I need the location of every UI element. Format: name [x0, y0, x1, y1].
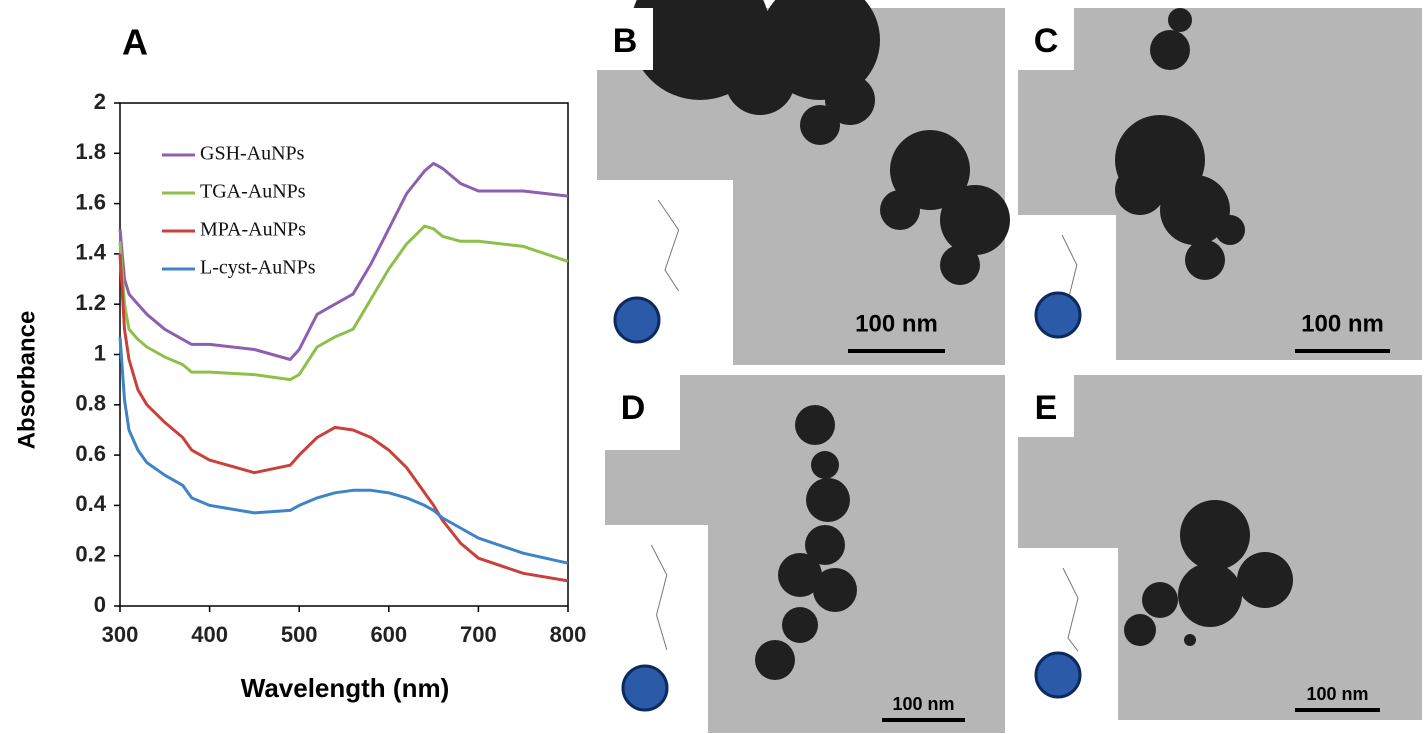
molecule-sketch — [657, 199, 680, 292]
nanoparticle — [782, 607, 818, 643]
plot-frame — [119, 102, 569, 607]
legend-label: MPA-AuNPs — [200, 219, 306, 241]
x-tick-label: 400 — [191, 622, 228, 647]
legend-label: GSH-AuNPs — [200, 143, 305, 165]
y-tick-label: 0.8 — [75, 391, 106, 416]
nanoparticle — [940, 185, 1010, 255]
y-tick-label: 1.2 — [75, 290, 106, 315]
nanoparticle — [725, 45, 795, 115]
nanoparticle — [1124, 614, 1156, 646]
panel-label: E — [1035, 389, 1058, 427]
nanoparticle — [811, 451, 839, 479]
nanoparticle — [795, 405, 835, 445]
nanoparticle — [1168, 8, 1192, 32]
nanoparticle — [1160, 175, 1230, 245]
nanoparticle — [755, 640, 795, 680]
nanoparticle — [1185, 240, 1225, 280]
nanoparticle — [813, 568, 857, 612]
molecule-sketch — [1062, 567, 1079, 652]
scale-bar — [882, 718, 965, 722]
panel-label: C — [1034, 22, 1059, 60]
nanoparticle — [825, 75, 875, 125]
legend-label: L-cyst-AuNPs — [200, 257, 316, 279]
nanoparticle-icon — [1034, 651, 1082, 699]
nanoparticle — [890, 130, 970, 210]
nanoparticle-icon — [613, 296, 661, 344]
y-tick-label: 2 — [94, 89, 106, 114]
series-line — [118, 161, 569, 361]
x-tick-label: 700 — [460, 622, 497, 647]
structure-inset — [597, 180, 733, 365]
series-line — [118, 224, 569, 382]
nanoparticle — [1184, 634, 1196, 646]
x-axis-title: Wavelength (nm) — [241, 673, 449, 703]
scale-bar-label: 100 nm — [892, 694, 954, 714]
series-line — [118, 336, 569, 565]
label-box — [1018, 375, 1074, 437]
molecule-sketch — [650, 544, 668, 650]
nanoparticle — [1178, 563, 1242, 627]
label-box — [597, 8, 653, 70]
series-line — [118, 253, 569, 583]
y-tick-label: 0.4 — [75, 491, 106, 516]
legend-label: TGA-AuNPs — [200, 181, 306, 203]
panel-label: B — [613, 22, 638, 60]
nanoparticle — [1180, 500, 1250, 570]
nanoparticle — [880, 190, 920, 230]
scale-bar-label: 100 nm — [855, 310, 938, 337]
x-tick-label: 600 — [370, 622, 407, 647]
y-axis-title: Absorbance — [13, 311, 40, 450]
y-tick-label: 1.4 — [75, 240, 106, 265]
label-box — [1018, 8, 1074, 70]
structure-inset — [1018, 215, 1116, 360]
y-tick-label: 1.6 — [75, 189, 106, 214]
scale-bar — [1295, 708, 1380, 712]
scale-bar-label: 100 nm — [1301, 310, 1384, 337]
y-tick-label: 0.6 — [75, 441, 106, 466]
nanoparticle — [805, 525, 845, 565]
y-tick-label: 1 — [94, 340, 106, 365]
y-tick-label: 1.8 — [75, 139, 106, 164]
scale-bar — [1295, 349, 1390, 353]
label-box — [605, 375, 680, 450]
panel-label: D — [621, 389, 646, 427]
nanoparticle — [1215, 215, 1245, 245]
scale-bar-label: 100 nm — [1306, 684, 1368, 704]
nanoparticle — [1150, 30, 1190, 70]
nanoparticle — [1142, 582, 1178, 618]
nanoparticle — [1237, 552, 1293, 608]
x-tick-label: 800 — [550, 622, 587, 647]
panel-label: A — [122, 22, 148, 63]
nanoparticle — [778, 553, 822, 597]
y-tick-label: 0.2 — [75, 542, 106, 567]
nanoparticle — [1115, 165, 1165, 215]
x-tick-label: 300 — [102, 622, 139, 647]
x-tick-label: 500 — [281, 622, 318, 647]
scale-bar — [848, 349, 945, 353]
nanoparticle — [800, 105, 840, 145]
nanoparticle-icon — [621, 664, 669, 712]
nanoparticle — [806, 478, 850, 522]
nanoparticle-icon — [1034, 291, 1082, 339]
nanoparticle — [940, 245, 980, 285]
y-tick-label: 0 — [94, 592, 106, 617]
